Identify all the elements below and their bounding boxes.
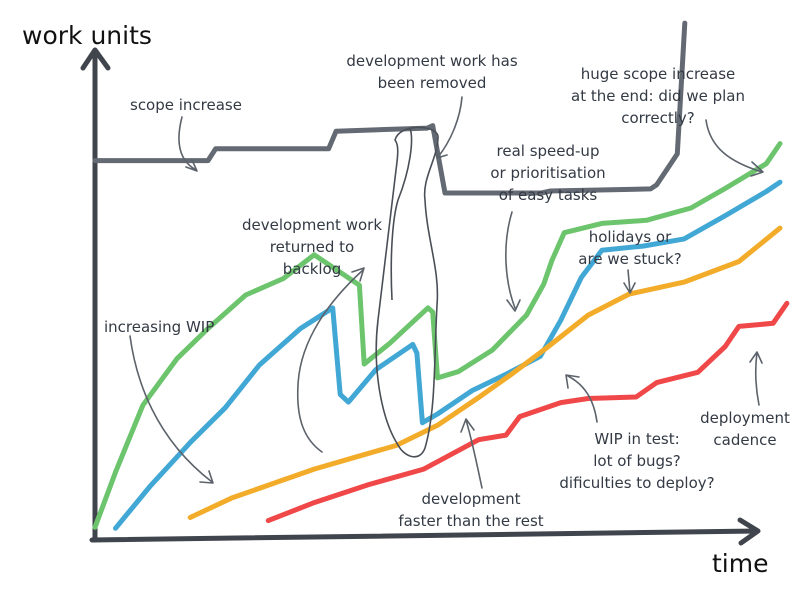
arrow-holidays [623, 269, 636, 294]
annotation-increasing-wip: increasing WIP [104, 318, 214, 336]
arrow-deployment-cadence [749, 351, 763, 406]
backlog-loop [375, 126, 439, 458]
annotation-deployment-2: cadence [713, 431, 776, 449]
annotation-huge-scope-3: correctly? [621, 109, 695, 127]
series-line-4 [265, 300, 790, 524]
series-layer [92, 20, 790, 531]
annotation-removed-2: been removed [378, 74, 487, 92]
annotation-backlog-2: returned to [270, 238, 354, 256]
arrow-speed-up [505, 211, 521, 312]
annotation-speed-up-2: or prioritisation [490, 164, 605, 182]
annotation-holidays-1: holidays or [589, 228, 672, 246]
series-line-0 [92, 20, 688, 196]
arrow-removed [436, 96, 463, 159]
annotation-backlog-1: development work [242, 216, 382, 234]
arrow-increasing-wip [129, 335, 214, 484]
annotation-removed-1: development work has [346, 52, 517, 70]
annotation-speed-up-3: of easy tasks [499, 186, 598, 204]
x-axis-label: time [712, 549, 768, 578]
annotation-deployment-1: deployment [700, 409, 790, 427]
y-axis-label: work units [22, 21, 152, 50]
annotation-huge-scope-2: at the end: did we plan [571, 87, 745, 105]
series-line-3 [187, 225, 783, 520]
annotation-speed-up-1: real speed-up [497, 142, 600, 160]
annotation-huge-scope-1: huge scope increase [581, 65, 736, 83]
annotation-backlog-3: backlog [283, 260, 342, 278]
annotation-scope-increase: scope increase [130, 96, 242, 114]
arrow-wip-in-test [565, 374, 598, 423]
annotation-wip-test-2: lot of bugs? [593, 452, 681, 470]
annotation-holidays-2: are we stuck? [578, 250, 681, 268]
arrow-huge-scope [705, 119, 764, 177]
removed-loop [390, 127, 413, 301]
arrow-scope-increase [178, 116, 198, 172]
annotation-dev-faster-1: development [422, 490, 521, 508]
x-axis [89, 517, 761, 546]
annotation-dev-faster-2: faster than the rest [398, 512, 543, 530]
arrow-returned-to-backlog-head [351, 267, 365, 282]
series-line-2 [113, 179, 783, 531]
arrow-returned-to-backlog [296, 269, 364, 453]
annotation-wip-test-3: dificulties to deploy? [559, 474, 714, 492]
annotation-wip-test-1: WIP in test: [594, 430, 679, 448]
arrow-development-faster [460, 418, 483, 489]
y-axis [80, 47, 111, 543]
